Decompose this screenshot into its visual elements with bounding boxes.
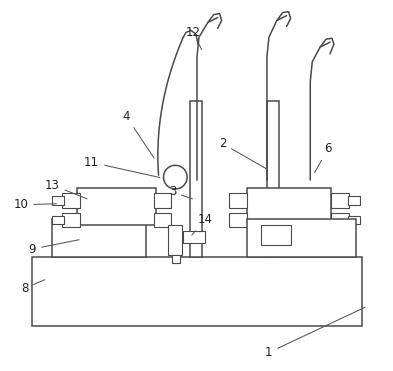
Bar: [230, 193, 247, 208]
Text: 4: 4: [122, 109, 154, 158]
Bar: [154, 193, 171, 208]
Bar: [77, 188, 156, 226]
Text: 1: 1: [265, 307, 365, 359]
Bar: [173, 255, 180, 263]
Bar: [52, 196, 64, 205]
Bar: [62, 213, 80, 227]
Bar: [247, 188, 331, 226]
Bar: [169, 226, 182, 255]
Bar: [62, 193, 80, 208]
Bar: [261, 226, 290, 245]
Bar: [52, 216, 64, 224]
Text: 11: 11: [84, 156, 160, 177]
Text: 9: 9: [29, 240, 79, 256]
Text: 6: 6: [314, 142, 332, 173]
Bar: [247, 220, 356, 257]
Text: 13: 13: [45, 178, 87, 199]
Bar: [230, 213, 247, 227]
Bar: [348, 216, 360, 224]
Text: 14: 14: [192, 213, 212, 235]
Circle shape: [163, 165, 187, 189]
Bar: [52, 220, 146, 257]
Text: 12: 12: [185, 26, 202, 50]
Text: 2: 2: [219, 137, 266, 169]
Text: 8: 8: [21, 280, 45, 295]
Bar: [183, 231, 205, 243]
Bar: [331, 193, 349, 208]
Bar: [154, 213, 171, 227]
Bar: [33, 257, 362, 326]
Text: 10: 10: [13, 198, 56, 211]
Text: 3: 3: [169, 186, 193, 199]
Bar: [267, 101, 279, 257]
Bar: [190, 101, 202, 257]
Bar: [348, 196, 360, 205]
Bar: [331, 213, 349, 227]
